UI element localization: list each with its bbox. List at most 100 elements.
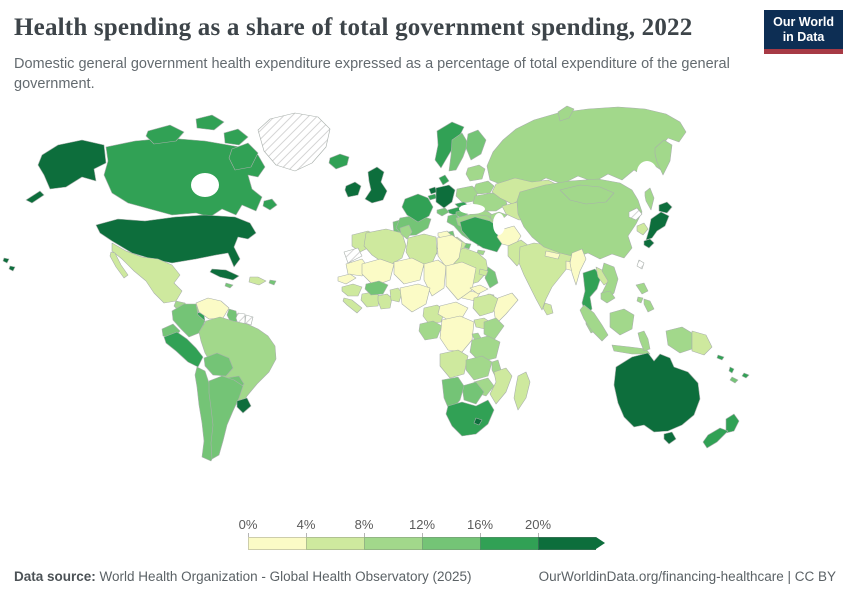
map-country-angola[interactable] bbox=[439, 349, 469, 379]
legend-segment-4-8%[interactable] bbox=[306, 537, 364, 550]
map-country-western-sahara[interactable] bbox=[343, 247, 363, 264]
map-country-belarus[interactable] bbox=[473, 180, 495, 195]
map-country-burkina-faso[interactable] bbox=[364, 280, 389, 296]
map-country-china[interactable] bbox=[516, 178, 643, 260]
credit-link[interactable]: OurWorldinData.org/financing-healthcare … bbox=[538, 569, 836, 584]
map-country-sweden[interactable] bbox=[448, 132, 469, 172]
map-country-french-guiana[interactable] bbox=[244, 314, 254, 326]
map-country-puerto-rico[interactable] bbox=[268, 279, 277, 286]
map-country-tunisia[interactable] bbox=[399, 224, 413, 240]
map-country-solomon-islands[interactable] bbox=[716, 354, 725, 361]
map-country-japan-kyushu[interactable] bbox=[643, 238, 655, 249]
map-country-ethiopia[interactable] bbox=[472, 293, 501, 317]
legend-color-bar[interactable] bbox=[248, 537, 605, 550]
map-country-brazil[interactable] bbox=[198, 316, 277, 408]
map-country-philippines2[interactable] bbox=[643, 298, 655, 313]
map-country-north-korea[interactable] bbox=[628, 207, 643, 221]
map-country-uae[interactable] bbox=[478, 268, 489, 277]
map-country-somalia[interactable] bbox=[493, 292, 519, 325]
map-country-canada[interactable] bbox=[103, 137, 266, 218]
map-country-new-caledonia[interactable] bbox=[729, 376, 739, 384]
map-country-niger[interactable] bbox=[393, 257, 425, 285]
map-country-new-zealand-north[interactable] bbox=[725, 413, 740, 434]
legend-segment-12-16%[interactable] bbox=[422, 537, 480, 550]
map-country-indonesia-borneo[interactable] bbox=[609, 308, 635, 336]
map-country-senegal[interactable] bbox=[337, 273, 357, 285]
map-country-denmark[interactable] bbox=[438, 174, 450, 186]
map-country-algeria[interactable] bbox=[363, 228, 407, 267]
map-country-tanzania[interactable] bbox=[469, 335, 501, 363]
map-country-baltics[interactable] bbox=[465, 164, 486, 182]
map-country-canada-island1[interactable] bbox=[145, 124, 185, 145]
map-country-australia-tasmania[interactable] bbox=[663, 431, 677, 445]
map-country-drc[interactable] bbox=[439, 315, 475, 353]
map-country-france[interactable] bbox=[401, 193, 434, 223]
map-country-kenya[interactable] bbox=[483, 317, 505, 341]
map-country-usa-alaska[interactable] bbox=[37, 139, 107, 190]
map-country-japan-honshu[interactable] bbox=[645, 211, 670, 241]
map-country-south-korea[interactable] bbox=[636, 222, 649, 236]
map-country-finland[interactable] bbox=[465, 129, 487, 161]
map-country-mongolia[interactable] bbox=[559, 184, 615, 205]
map-country-vanuatu[interactable] bbox=[728, 366, 735, 374]
map-country-iceland[interactable] bbox=[328, 153, 350, 170]
map-country-canada-baffin[interactable] bbox=[228, 142, 259, 171]
map-country-argentina[interactable] bbox=[208, 375, 244, 460]
legend-segment-8-12%[interactable] bbox=[364, 537, 422, 550]
map-country-botswana[interactable] bbox=[461, 381, 485, 405]
map-country-iran[interactable] bbox=[459, 216, 505, 253]
map-country-nigeria[interactable] bbox=[399, 283, 431, 313]
map-country-greenland[interactable] bbox=[257, 112, 331, 172]
map-country-usa-hawaii2[interactable] bbox=[8, 265, 16, 272]
map-country-canada-island2[interactable] bbox=[195, 114, 225, 131]
map-country-dominican-republic[interactable] bbox=[248, 276, 267, 286]
map-country-south-africa[interactable] bbox=[445, 399, 495, 437]
map-country-jamaica[interactable] bbox=[224, 282, 234, 289]
map-country-uruguay[interactable] bbox=[236, 397, 252, 414]
map-country-mali[interactable] bbox=[361, 258, 395, 287]
map-country-peru[interactable] bbox=[163, 331, 204, 368]
map-country-sri-lanka[interactable] bbox=[542, 302, 554, 316]
map-country-sudan[interactable] bbox=[445, 261, 477, 301]
map-country-egypt[interactable] bbox=[436, 234, 463, 271]
map-country-madagascar[interactable] bbox=[513, 371, 531, 411]
map-country-myanmar[interactable] bbox=[569, 248, 587, 286]
map-country-sierra-leone[interactable] bbox=[342, 297, 363, 314]
map-country-uk[interactable] bbox=[364, 166, 388, 204]
map-country-philippines3[interactable] bbox=[636, 296, 644, 304]
legend-segment-16-20%[interactable] bbox=[480, 537, 538, 550]
map-country-indonesia-sumatra[interactable] bbox=[579, 304, 609, 342]
map-country-russia-novaya-zemlya[interactable] bbox=[557, 105, 575, 122]
map-country-gabon[interactable] bbox=[418, 320, 443, 341]
map-country-russia-sakhalin[interactable] bbox=[644, 187, 655, 211]
map-country-japan-hokkaido[interactable] bbox=[658, 201, 673, 214]
map-country-fiji[interactable] bbox=[741, 372, 750, 379]
map-country-canada-island3[interactable] bbox=[223, 128, 249, 146]
map-country-bolivia[interactable] bbox=[203, 352, 234, 377]
map-country-zambia[interactable] bbox=[465, 355, 493, 381]
map-country-greece-crete[interactable] bbox=[476, 249, 486, 256]
map-country-norway[interactable] bbox=[434, 121, 465, 169]
map-country-usa-aleutians[interactable] bbox=[25, 190, 45, 204]
map-country-mexico[interactable] bbox=[111, 242, 183, 304]
map-country-namibia[interactable] bbox=[441, 376, 465, 413]
map-country-taiwan[interactable] bbox=[636, 259, 645, 270]
map-country-guinea[interactable] bbox=[341, 283, 363, 297]
map-country-ireland[interactable] bbox=[344, 181, 362, 198]
map-country-cuba[interactable] bbox=[209, 268, 240, 281]
map-country-russia-kamchatka[interactable] bbox=[654, 139, 673, 176]
map-country-ghana[interactable] bbox=[377, 293, 393, 310]
map-country-indonesia-papua[interactable] bbox=[665, 326, 693, 354]
map-country-oman[interactable] bbox=[484, 266, 499, 289]
map-country-cambodia[interactable] bbox=[600, 290, 616, 304]
map-country-mozambique[interactable] bbox=[489, 367, 513, 405]
map-country-indonesia-sulawesi[interactable] bbox=[637, 330, 651, 352]
map-country-usa-hawaii1[interactable] bbox=[2, 257, 10, 264]
map-country-nepal[interactable] bbox=[544, 250, 561, 260]
legend-segment-0-4%[interactable] bbox=[248, 537, 306, 550]
map-country-venezuela[interactable] bbox=[195, 297, 230, 320]
map-country-chad[interactable] bbox=[423, 259, 447, 297]
map-country-new-zealand-south[interactable] bbox=[702, 427, 729, 449]
map-country-papua-new-guinea[interactable] bbox=[691, 330, 713, 356]
map-country-eritrea[interactable] bbox=[469, 284, 489, 295]
